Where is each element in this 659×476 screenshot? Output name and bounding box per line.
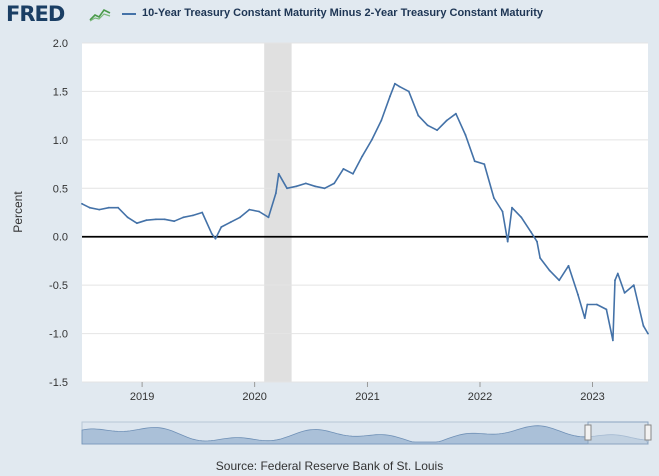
recession-band-0 xyxy=(264,43,291,382)
data-point xyxy=(239,216,241,218)
source-note: Source: Federal Reserve Bank of St. Loui… xyxy=(0,459,659,473)
data-point xyxy=(81,203,83,205)
data-point xyxy=(417,115,419,117)
data-point xyxy=(427,124,429,126)
data-point xyxy=(211,233,213,235)
data-point xyxy=(493,197,495,199)
data-point xyxy=(380,120,382,122)
data-point xyxy=(258,211,260,213)
data-point xyxy=(502,211,504,213)
data-point xyxy=(647,333,649,335)
data-point xyxy=(108,207,110,209)
data-point xyxy=(275,192,277,194)
data-point xyxy=(474,160,476,162)
data-point xyxy=(305,183,307,185)
plot-area xyxy=(82,43,648,382)
data-point xyxy=(549,270,551,272)
data-point xyxy=(568,265,570,267)
data-point xyxy=(98,209,100,211)
data-point xyxy=(530,231,532,233)
data-point xyxy=(89,207,91,209)
data-point xyxy=(586,304,588,306)
data-point xyxy=(201,212,203,214)
data-point xyxy=(394,83,396,85)
data-point xyxy=(361,155,363,157)
data-point xyxy=(455,113,457,115)
data-point xyxy=(230,221,232,223)
data-point xyxy=(333,183,335,185)
data-point xyxy=(633,284,635,286)
data-point xyxy=(295,185,297,187)
y-tick-label-4: 0.0 xyxy=(53,232,68,244)
data-point xyxy=(286,187,288,189)
data-point xyxy=(249,209,251,211)
navigator[interactable] xyxy=(82,422,651,444)
data-point xyxy=(183,216,185,218)
x-tick-label-1: 2020 xyxy=(242,391,266,403)
data-point xyxy=(577,294,579,296)
y-tick-labels-group: 2.0 1.5 1.0 0.5 0.0 -0.5 -1.0 -1.5 xyxy=(49,38,68,389)
y-tick-label-7: -1.5 xyxy=(49,377,68,389)
data-point xyxy=(127,216,129,218)
data-point xyxy=(614,279,616,281)
data-point xyxy=(352,173,354,175)
data-point xyxy=(536,241,538,243)
data-point xyxy=(483,163,485,165)
recession-shading-group xyxy=(264,43,291,382)
x-tick-labels-group: 2019 2020 2021 2022 2023 xyxy=(130,382,605,403)
data-point xyxy=(215,238,217,240)
navigator-handle-right[interactable] xyxy=(645,425,651,440)
data-point xyxy=(136,222,138,224)
data-point xyxy=(643,325,645,327)
data-point xyxy=(324,187,326,189)
data-point xyxy=(278,173,280,175)
x-tick-label-2: 2021 xyxy=(355,391,379,403)
navigator-selected-window xyxy=(588,422,648,444)
data-point xyxy=(507,241,509,243)
x-tick-label-0: 2019 xyxy=(130,391,154,403)
y-tick-label-1: 1.5 xyxy=(53,86,68,98)
data-point xyxy=(539,257,541,259)
x-tick-label-4: 2023 xyxy=(580,391,604,403)
data-point xyxy=(520,216,522,218)
data-point xyxy=(192,215,194,217)
data-point xyxy=(146,219,148,221)
data-point xyxy=(343,168,345,170)
data-point xyxy=(596,304,598,306)
navigator-handle-left[interactable] xyxy=(585,425,591,440)
data-point xyxy=(584,317,586,319)
x-tick-label-3: 2022 xyxy=(468,391,492,403)
data-point xyxy=(155,218,157,220)
data-point xyxy=(314,185,316,187)
data-point xyxy=(164,218,166,220)
data-point xyxy=(612,340,614,342)
data-point xyxy=(446,120,448,122)
data-point xyxy=(389,95,391,97)
y-tick-label-5: -0.5 xyxy=(49,280,68,292)
y-tick-label-0: 2.0 xyxy=(53,38,68,50)
data-point xyxy=(465,134,467,136)
data-point xyxy=(371,139,373,141)
data-point xyxy=(399,86,401,88)
data-point xyxy=(408,91,410,93)
data-point xyxy=(558,279,560,281)
data-point xyxy=(511,207,513,209)
y-axis-label: Percent xyxy=(11,191,25,233)
data-point xyxy=(436,129,438,131)
y-tick-label-3: 0.5 xyxy=(53,183,68,195)
data-point xyxy=(617,273,619,275)
data-point xyxy=(268,216,270,218)
y-tick-label-2: 1.0 xyxy=(53,135,68,147)
data-point xyxy=(173,220,175,222)
data-point xyxy=(624,292,626,294)
data-point xyxy=(220,226,222,228)
data-point xyxy=(606,309,608,311)
y-tick-label-6: -1.0 xyxy=(49,329,68,341)
chart-canvas: 2.0 1.5 1.0 0.5 0.0 -0.5 -1.0 -1.5 2019 2020 2021… xyxy=(0,0,659,476)
data-point xyxy=(117,207,119,209)
